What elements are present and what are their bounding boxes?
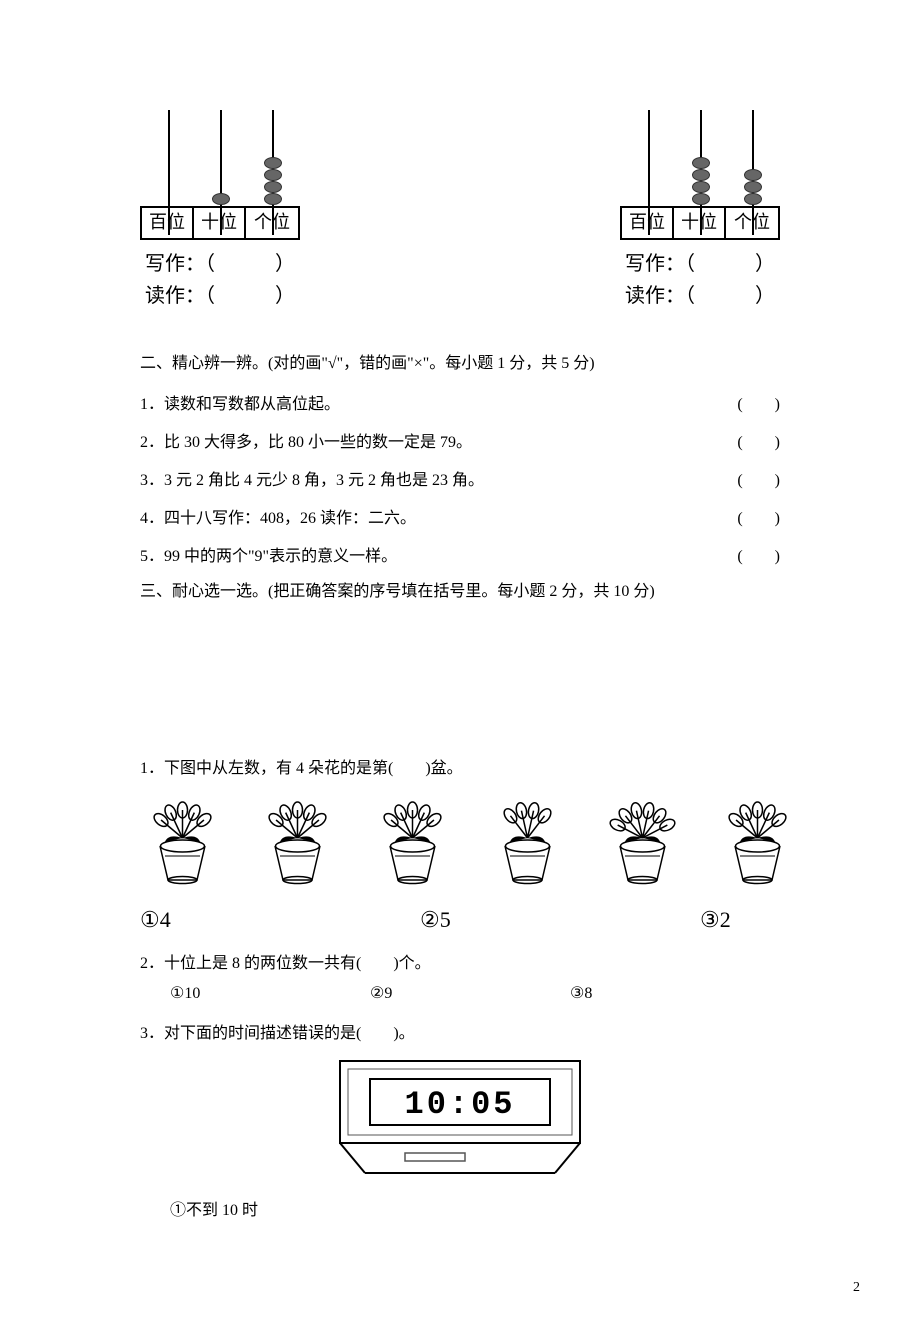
label-ones: 个位 bbox=[726, 208, 778, 238]
write-label: 写作：（ ） bbox=[145, 248, 295, 280]
q1-options: ①4 ②5 ③2 bbox=[140, 907, 780, 933]
flowerpot-5 bbox=[600, 788, 685, 893]
tf-item-1: 1．读数和写数都从高位起。 ( ) bbox=[140, 390, 780, 414]
q1-option-3: ③2 bbox=[700, 907, 731, 933]
tf-text: 2．比 30 大得多，比 80 小一些的数一定是 79。 bbox=[140, 428, 737, 452]
tf-item-4: 4．四十八写作：408，26 读作：二六。 ( ) bbox=[140, 504, 780, 528]
bead bbox=[692, 181, 710, 193]
tf-text: 1．读数和写数都从高位起。 bbox=[140, 390, 737, 414]
q1-option-2: ②5 bbox=[420, 907, 700, 933]
q2-option-2: ②9 bbox=[370, 983, 570, 1003]
bead bbox=[744, 193, 762, 205]
bead bbox=[264, 193, 282, 205]
flowerpot-3 bbox=[370, 788, 455, 893]
abacus-right: 百位 十位 个位 写作：（ ） 读作：（ ） bbox=[620, 110, 780, 312]
label-hundreds: 百位 bbox=[142, 208, 194, 238]
tf-item-2: 2．比 30 大得多，比 80 小一些的数一定是 79。 ( ) bbox=[140, 428, 780, 452]
abacus-right-graphic: 百位 十位 个位 bbox=[620, 110, 780, 240]
write-label: 写作：（ ） bbox=[625, 248, 775, 280]
flowerpot-4 bbox=[485, 788, 570, 893]
bead bbox=[692, 157, 710, 169]
abacus-left-labels: 百位 十位 个位 bbox=[140, 206, 300, 240]
tf-paren: ( ) bbox=[737, 504, 780, 528]
bead bbox=[264, 169, 282, 181]
label-hundreds: 百位 bbox=[622, 208, 674, 238]
tf-paren: ( ) bbox=[737, 428, 780, 452]
read-label: 读作：（ ） bbox=[625, 280, 775, 312]
bead bbox=[692, 169, 710, 181]
read-label: 读作：（ ） bbox=[145, 280, 295, 312]
bead bbox=[692, 193, 710, 205]
bead bbox=[744, 181, 762, 193]
tf-paren: ( ) bbox=[737, 390, 780, 414]
abacus-left: 百位 十位 个位 写作：（ ） 读作：（ ） bbox=[140, 110, 300, 312]
digital-clock: 10:05 bbox=[140, 1053, 780, 1188]
tf-paren: ( ) bbox=[737, 466, 780, 490]
tf-paren: ( ) bbox=[737, 542, 780, 566]
section2-title: 二、精心辨一辨。(对的画"√"，错的画"×"。每小题 1 分，共 5 分) bbox=[140, 352, 780, 376]
q3-text: 3．对下面的时间描述错误的是( )。 bbox=[140, 1019, 780, 1043]
q2-option-1: ①10 bbox=[170, 983, 370, 1003]
flowerpot-2 bbox=[255, 788, 340, 893]
bead bbox=[264, 181, 282, 193]
tf-item-5: 5．99 中的两个"9"表示的意义一样。 ( ) bbox=[140, 542, 780, 566]
flowerpot-1 bbox=[140, 788, 225, 893]
q1-option-1: ①4 bbox=[140, 907, 420, 933]
bead bbox=[212, 193, 230, 205]
label-tens: 十位 bbox=[674, 208, 726, 238]
q2-text: 2．十位上是 8 的两位数一共有( )个。 bbox=[140, 949, 780, 973]
bead bbox=[264, 157, 282, 169]
abacus-left-graphic: 百位 十位 个位 bbox=[140, 110, 300, 240]
tf-text: 3．3 元 2 角比 4 元少 8 角，3 元 2 角也是 23 角。 bbox=[140, 466, 737, 490]
section3-title: 三、耐心选一选。(把正确答案的序号填在括号里。每小题 2 分，共 10 分) bbox=[140, 580, 780, 604]
flower-pots bbox=[140, 788, 780, 893]
bead bbox=[744, 169, 762, 181]
q2-option-3: ③8 bbox=[570, 983, 770, 1003]
tf-text: 4．四十八写作：408，26 读作：二六。 bbox=[140, 504, 737, 528]
abacus-right-labels: 百位 十位 个位 bbox=[620, 206, 780, 240]
q3-option-1: ①不到 10 时 bbox=[170, 1196, 780, 1220]
clock-time-text: 10:05 bbox=[404, 1086, 515, 1123]
tf-item-3: 3．3 元 2 角比 4 元少 8 角，3 元 2 角也是 23 角。 ( ) bbox=[140, 466, 780, 490]
label-tens: 十位 bbox=[194, 208, 246, 238]
q2-options: ①10 ②9 ③8 bbox=[170, 983, 780, 1003]
q1-text: 1．下图中从左数，有 4 朵花的是第( )盆。 bbox=[140, 754, 780, 778]
label-ones: 个位 bbox=[246, 208, 298, 238]
flowerpot-6 bbox=[715, 788, 800, 893]
tf-text: 5．99 中的两个"9"表示的意义一样。 bbox=[140, 542, 737, 566]
page-number: 2 bbox=[0, 1260, 920, 1326]
